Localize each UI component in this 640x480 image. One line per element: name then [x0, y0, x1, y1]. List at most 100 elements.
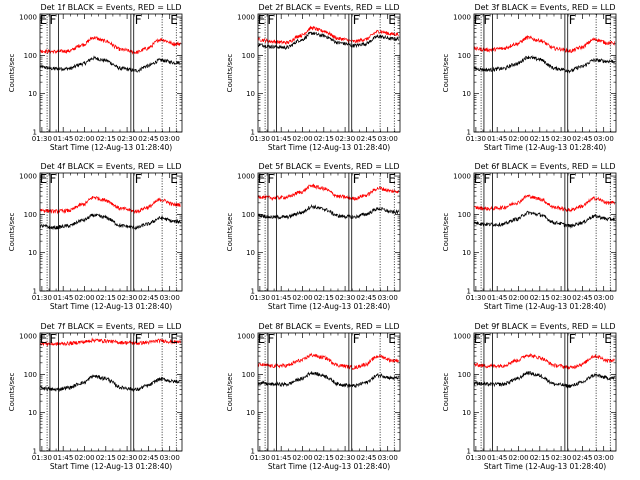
x-axis-label: Start Time (12-Aug-13 01:28:40)	[268, 143, 390, 152]
x-tick-label: 02:15	[96, 294, 116, 302]
panel-title: Det 2f BLACK = Events, RED = LLD	[258, 3, 399, 12]
x-tick-label: 01:30	[32, 454, 52, 462]
x-tick-label: 01:45	[487, 135, 507, 143]
x-tick-label: 02:45	[356, 135, 376, 143]
lld-series-line	[257, 183, 399, 202]
y-tick-label: 1	[251, 448, 255, 456]
panel-title: Det 7f BLACK = Events, RED = LLD	[40, 322, 181, 331]
y-tick-label: 1000	[19, 173, 37, 181]
y-tick-label: 100	[24, 52, 37, 60]
x-tick-label: 02:00	[292, 454, 312, 462]
x-tick-label: 02:45	[572, 294, 592, 302]
lld-series-line	[473, 194, 615, 213]
marker-label: E	[258, 13, 266, 27]
x-tick-label: 02:00	[508, 454, 528, 462]
x-tick-label: 01:45	[53, 454, 73, 462]
panel-title: Det 6f BLACK = Events, RED = LLD	[474, 162, 615, 171]
lld-series-line	[473, 352, 615, 370]
x-tick-label: 03:00	[378, 454, 398, 462]
x-tick-label: 02:30	[117, 454, 137, 462]
y-tick-label: 10	[28, 409, 37, 417]
y-tick-label: 100	[458, 371, 471, 379]
marker-label: F	[353, 332, 360, 346]
events-series-line	[39, 374, 181, 393]
plot-frame	[257, 172, 401, 292]
y-tick-label: 1000	[453, 333, 471, 341]
x-tick-label: 03:00	[378, 135, 398, 143]
marker-label: E	[604, 332, 612, 346]
x-tick-label: 01:30	[32, 135, 52, 143]
panel-title: Det 4f BLACK = Events, RED = LLD	[40, 162, 181, 171]
events-series-line	[257, 31, 399, 51]
y-tick-label: 1000	[453, 173, 471, 181]
marker-label: E	[604, 13, 612, 27]
x-tick-label: 01:45	[487, 454, 507, 462]
y-tick-label: 1000	[19, 14, 37, 22]
marker-label: F	[484, 332, 491, 346]
x-tick-label: 02:45	[572, 454, 592, 462]
x-tick-label: 02:15	[96, 135, 116, 143]
panel-title: Det 8f BLACK = Events, RED = LLD	[258, 322, 399, 331]
x-tick-label: 01:45	[271, 454, 291, 462]
x-tick-label: 02:30	[117, 135, 137, 143]
x-tick-label: 01:30	[466, 454, 486, 462]
x-tick-label: 01:45	[487, 294, 507, 302]
x-tick-label: 01:30	[250, 135, 270, 143]
lld-series-line	[257, 25, 399, 45]
y-tick-label: 1000	[237, 333, 255, 341]
lld-series-line	[39, 337, 181, 347]
y-tick-label: 100	[242, 211, 255, 219]
events-series-line	[473, 55, 615, 74]
x-tick-label: 03:00	[594, 294, 614, 302]
x-tick-label: 03:00	[160, 294, 180, 302]
y-tick-label: 100	[242, 371, 255, 379]
x-tick-label: 01:45	[271, 294, 291, 302]
marker-label: E	[474, 172, 482, 186]
marker-label: E	[388, 13, 396, 27]
plot-frame	[257, 332, 401, 452]
marker-label: E	[258, 172, 266, 186]
x-tick-label: 02:30	[551, 294, 571, 302]
marker-label: E	[474, 13, 482, 27]
y-axis-label: Counts/sec	[8, 373, 16, 412]
y-tick-label: 10	[28, 90, 37, 98]
marker-label: F	[569, 332, 576, 346]
panel-title: Det 1f BLACK = Events, RED = LLD	[40, 3, 181, 12]
x-tick-label: 02:30	[335, 294, 355, 302]
y-tick-label: 1	[33, 129, 37, 137]
marker-label: E	[40, 172, 48, 186]
marker-label: F	[50, 13, 57, 27]
marker-label: E	[40, 13, 48, 27]
x-tick-label: 02:30	[551, 454, 571, 462]
panel-title: Det 3f BLACK = Events, RED = LLD	[474, 3, 615, 12]
x-tick-label: 02:15	[96, 454, 116, 462]
x-tick-label: 01:45	[53, 135, 73, 143]
x-tick-label: 01:30	[466, 135, 486, 143]
y-tick-label: 10	[246, 409, 255, 417]
x-axis-label: Start Time (12-Aug-13 01:28:40)	[484, 302, 606, 311]
marker-label: F	[135, 172, 142, 186]
x-tick-label: 02:15	[530, 294, 550, 302]
x-tick-label: 02:00	[74, 454, 94, 462]
y-axis-label: Counts/sec	[442, 213, 450, 252]
x-tick-label: 02:45	[138, 294, 158, 302]
events-series-line	[473, 370, 615, 389]
y-tick-label: 1	[251, 129, 255, 137]
lld-series-line	[473, 34, 615, 54]
x-axis-label: Start Time (12-Aug-13 01:28:40)	[268, 302, 390, 311]
x-tick-label: 02:45	[138, 135, 158, 143]
y-tick-label: 1	[467, 448, 471, 456]
y-tick-label: 1	[33, 448, 37, 456]
x-tick-label: 02:30	[335, 135, 355, 143]
events-series-line	[257, 371, 399, 389]
x-tick-label: 02:00	[292, 294, 312, 302]
plot-frame	[257, 13, 401, 133]
y-tick-label: 1	[467, 288, 471, 296]
